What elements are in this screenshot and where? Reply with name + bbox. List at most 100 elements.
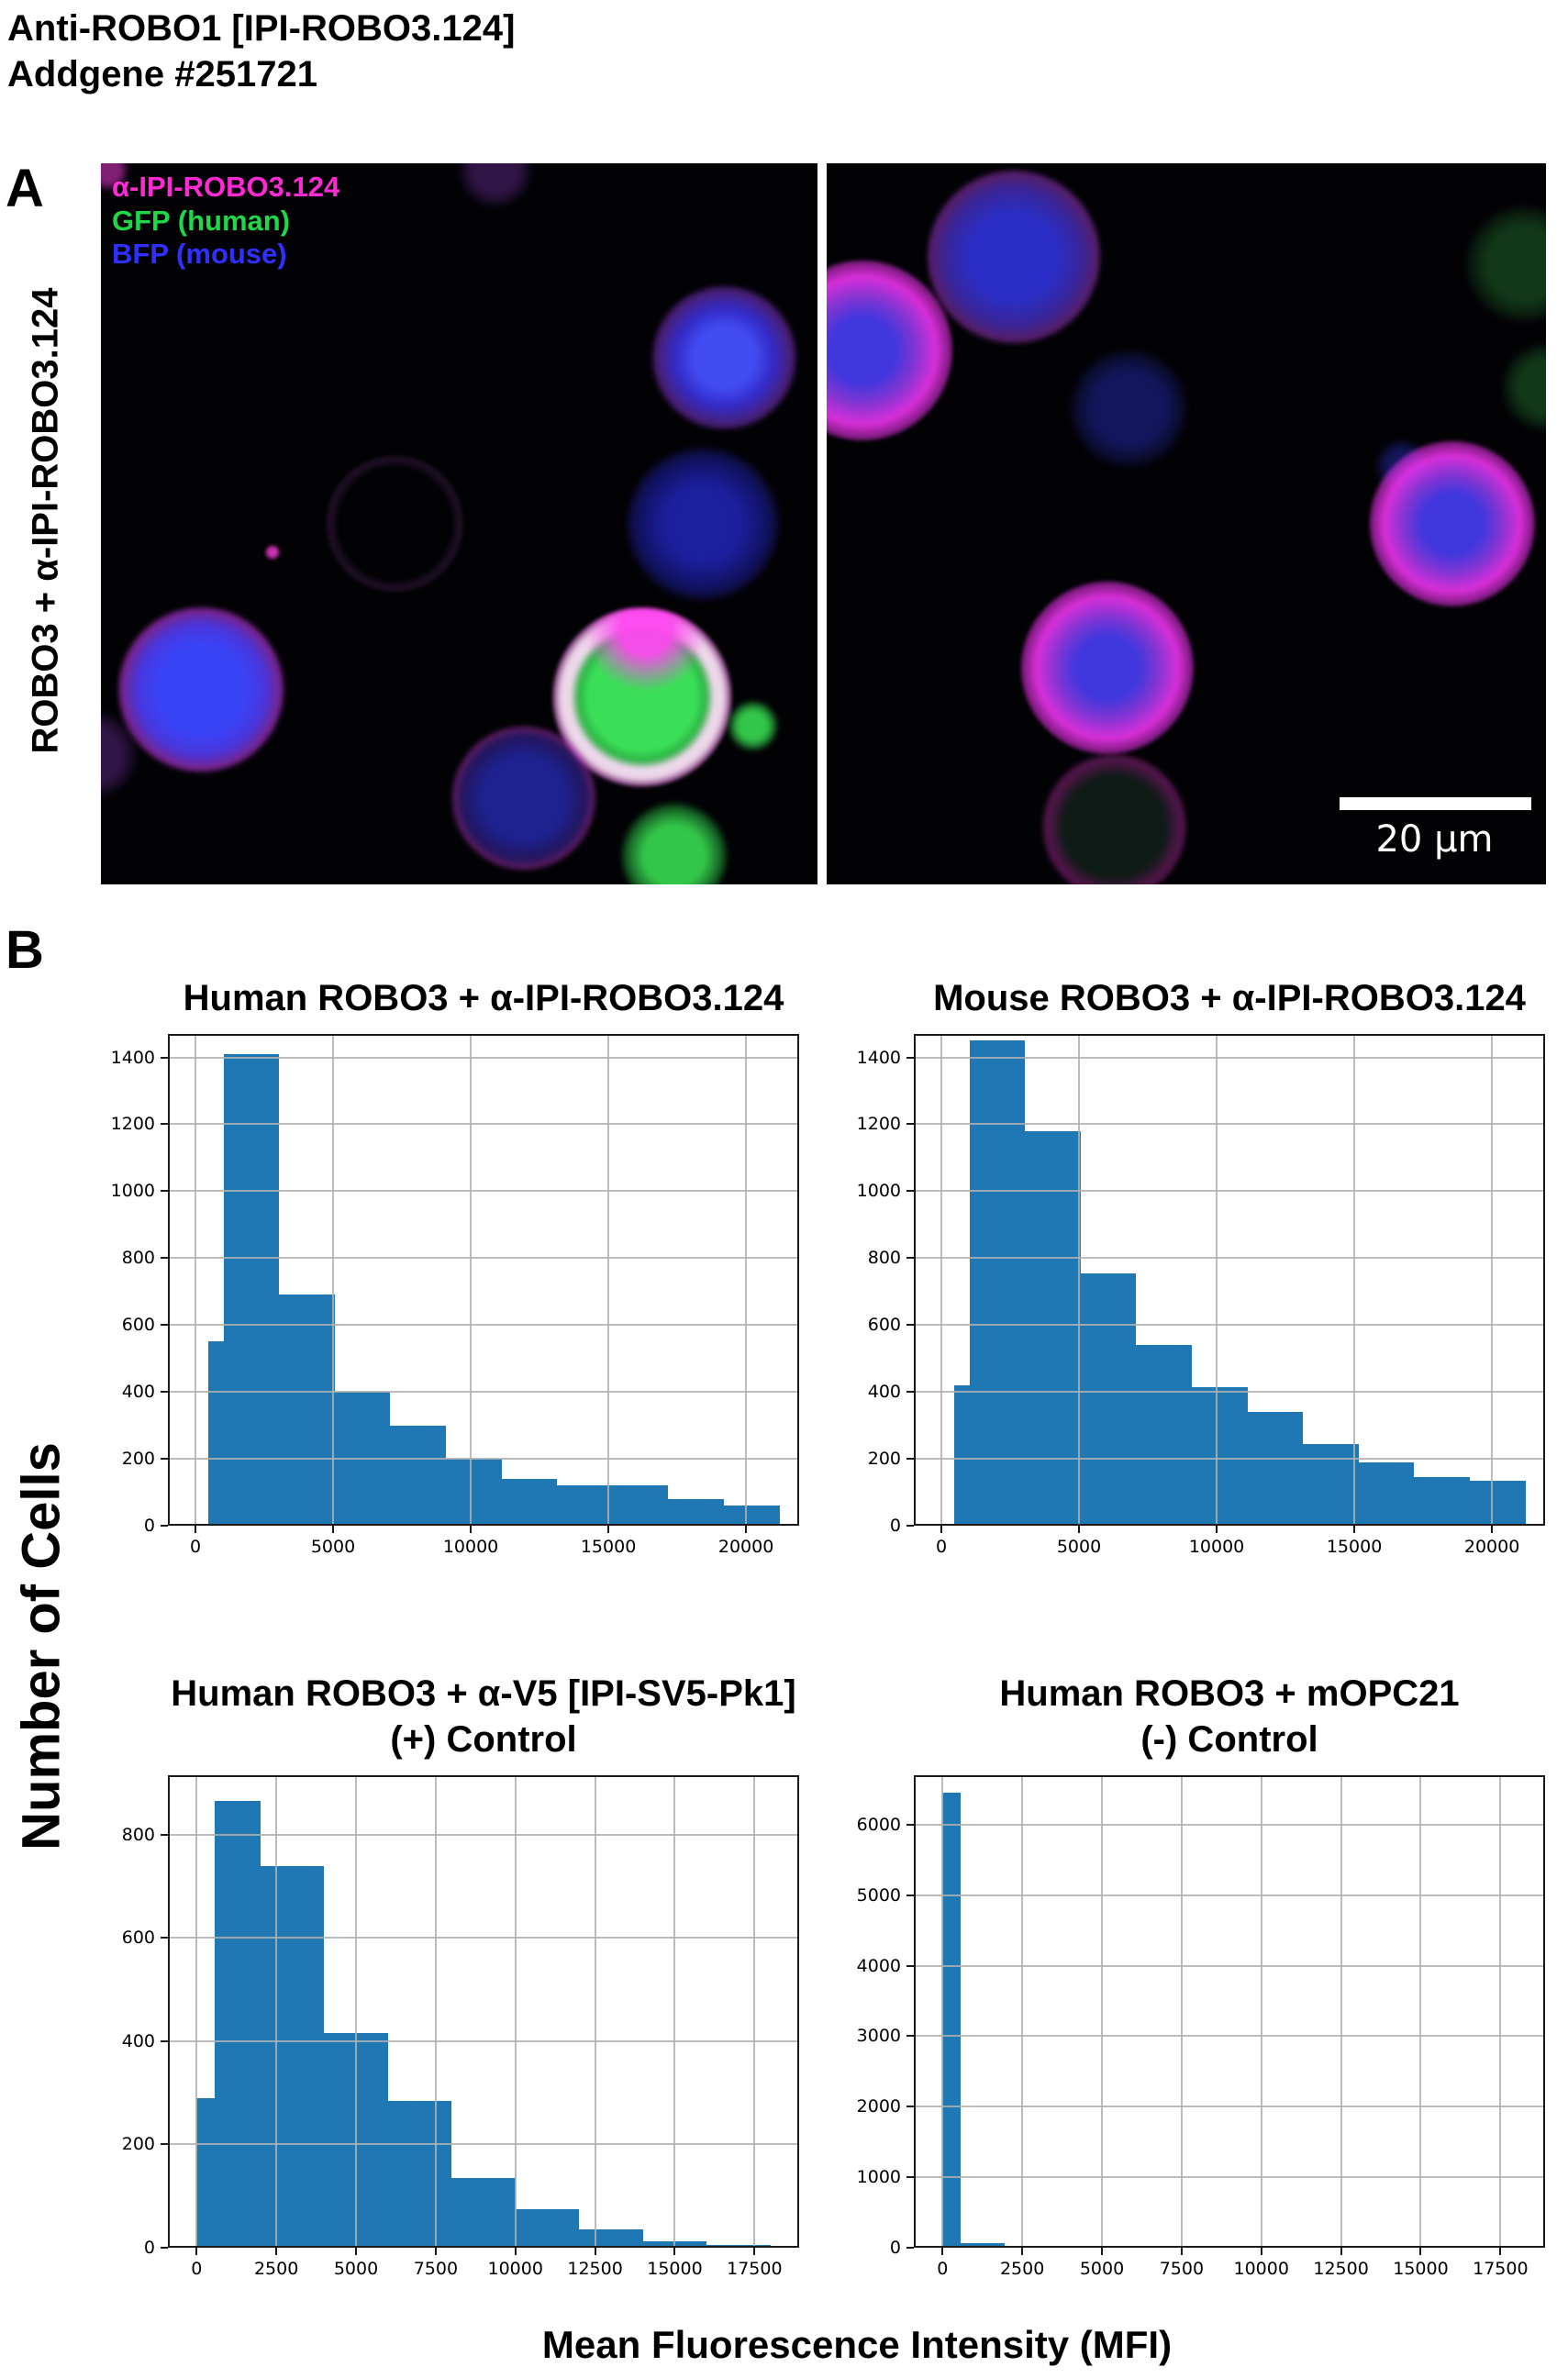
- gridline-horizontal: [914, 1964, 1545, 1967]
- x-tick-mark: [1021, 2248, 1024, 2255]
- x-tick-label: 20000: [1463, 1537, 1520, 1557]
- x-tick-mark: [594, 2248, 596, 2255]
- x-tick-label: 12500: [1313, 2259, 1369, 2279]
- gridline-vertical: [434, 1775, 437, 2248]
- histogram-bar: [223, 1053, 280, 1526]
- figure-header: Anti-ROBO1 [IPI-ROBO3.124] Addgene #2517…: [7, 6, 515, 97]
- x-tick-label: 5000: [310, 1537, 356, 1557]
- plot-title-line: Human ROBO3 + mOPC21: [999, 1673, 1460, 1714]
- histogram-bar: [208, 1341, 224, 1526]
- plot-title-line: Human ROBO3 + α-V5 [IPI-SV5-Pk1]: [171, 1673, 796, 1714]
- histogram-bar: [451, 2178, 516, 2248]
- gridline-vertical: [745, 1034, 748, 1526]
- plot-title-line: (-) Control: [1140, 1719, 1318, 1760]
- y-tick-label: 0: [143, 1516, 155, 1536]
- y-tick-label: 1200: [110, 1114, 155, 1135]
- y-tick-label: 4000: [856, 1955, 901, 1976]
- x-tick-label: 15000: [580, 1537, 637, 1557]
- x-tick-label: 10000: [442, 1537, 499, 1557]
- x-tick-mark: [940, 1526, 942, 1533]
- y-tick-label: 200: [121, 1449, 155, 1470]
- y-tick-label: 400: [121, 1382, 155, 1403]
- x-tick-label: 15000: [647, 2259, 703, 2279]
- x-tick-label: 0: [935, 1537, 948, 1557]
- gridline-vertical: [1419, 1775, 1422, 2248]
- y-tick-mark: [161, 1391, 168, 1394]
- plot-title: Human ROBO3 + α-IPI-ROBO3.124: [183, 975, 784, 1021]
- x-tick-mark: [607, 1526, 610, 1533]
- y-tick-mark: [161, 1257, 168, 1260]
- histogram-bar: [1247, 1412, 1304, 1526]
- header-line-1: Anti-ROBO1 [IPI-ROBO3.124]: [7, 8, 516, 49]
- x-tick-label: 5000: [1079, 2259, 1125, 2279]
- plot-title: Mouse ROBO3 + α-IPI-ROBO3.124: [933, 975, 1526, 1021]
- histogram-bar: [942, 1793, 962, 2248]
- cell-blue-bright: [652, 286, 796, 430]
- plot-title: Human ROBO3 + mOPC21 (-) Control: [999, 1671, 1459, 1762]
- y-tick-mark: [161, 2039, 168, 2042]
- gridline-horizontal: [168, 1324, 799, 1327]
- y-tick-label: 1400: [856, 1047, 901, 1068]
- histogram-bar: [706, 2244, 771, 2248]
- gridline-horizontal: [914, 1123, 1545, 1126]
- y-tick-label: 2000: [856, 2096, 901, 2117]
- histogram-bar: [390, 1425, 447, 1526]
- gridline-horizontal: [168, 1937, 799, 1939]
- y-tick-label: 6000: [856, 1814, 901, 1835]
- histogram-bar: [969, 1040, 1026, 1526]
- x-tick-label: 0: [937, 2259, 949, 2279]
- gridline-horizontal: [168, 1123, 799, 1126]
- cell-dark-ring: [1042, 754, 1186, 884]
- y-tick-label: 400: [867, 1382, 901, 1403]
- y-tick-mark: [161, 2143, 168, 2146]
- cell-green-rim: [552, 607, 732, 787]
- x-tick-label: 5000: [1056, 1537, 1102, 1557]
- histogram-bar: [1414, 1477, 1471, 1526]
- histogram-bar: [954, 1384, 970, 1526]
- gridline-horizontal: [168, 1190, 799, 1193]
- gridline-vertical: [195, 1775, 198, 2248]
- legend-gfp-human: GFP (human): [112, 204, 291, 237]
- histogram-bar: [446, 1459, 502, 1526]
- gridline-vertical: [355, 1775, 357, 2248]
- histogram-bar: [1303, 1443, 1359, 1526]
- plot-title-line: Mouse ROBO3 + α-IPI-ROBO3.124: [933, 978, 1526, 1018]
- gridline-horizontal: [914, 1056, 1545, 1059]
- gridline-vertical: [1078, 1034, 1081, 1526]
- y-tick-mark: [161, 2247, 168, 2249]
- histogram-bar: [196, 2097, 215, 2248]
- y-tick-label: 600: [867, 1315, 901, 1336]
- x-tick-mark: [1216, 1526, 1218, 1533]
- y-tick-label: 400: [121, 2030, 155, 2051]
- y-tick-label: 5000: [856, 1884, 901, 1906]
- histogram-bar: [1358, 1461, 1415, 1526]
- y-tick-label: 3000: [856, 2026, 901, 2047]
- y-tick-mark: [906, 1964, 914, 1967]
- cell-blue-verydim: [1071, 350, 1186, 466]
- y-tick-label: 0: [143, 2238, 155, 2258]
- x-tick-label: 10000: [1233, 2259, 1289, 2279]
- y-tick-label: 1000: [856, 2167, 901, 2188]
- y-tick-mark: [161, 1458, 168, 1461]
- y-tick-mark: [161, 1937, 168, 1939]
- header-line-2: Addgene #251721: [7, 54, 317, 94]
- x-tick-mark: [941, 2248, 944, 2255]
- gridline-horizontal: [914, 1894, 1545, 1896]
- x-tick-mark: [1340, 2248, 1342, 2255]
- gridline-horizontal: [168, 2143, 799, 2146]
- x-tick-mark: [195, 2248, 198, 2255]
- y-tick-mark: [161, 1056, 168, 1059]
- gridline-vertical: [1260, 1775, 1262, 2248]
- y-tick-label: 0: [889, 1516, 901, 1536]
- histogram-bar: [501, 1478, 558, 1526]
- y-tick-label: 1200: [856, 1114, 901, 1135]
- histogram-bar: [961, 2243, 1006, 2248]
- gridline-vertical: [332, 1034, 335, 1526]
- gridline-vertical: [941, 1775, 944, 2248]
- y-tick-label: 600: [121, 1928, 155, 1949]
- y-tick-label: 200: [867, 1449, 901, 1470]
- micrograph-merged-right: 20 µm: [827, 163, 1546, 884]
- gridline-horizontal: [914, 2035, 1545, 2038]
- histogram-bar: [579, 2229, 643, 2248]
